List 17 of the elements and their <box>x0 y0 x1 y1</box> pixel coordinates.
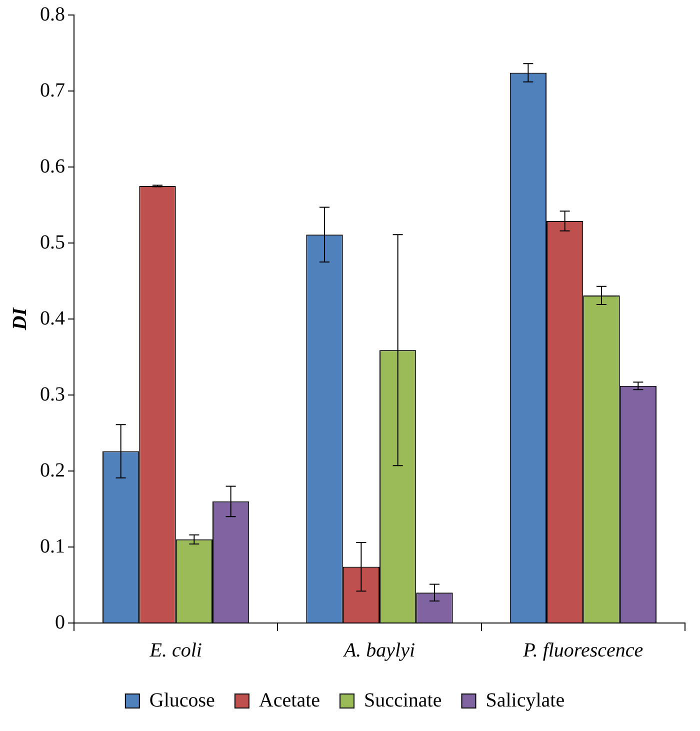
legend-label: Acetate <box>258 689 320 712</box>
y-tick-label: 0.5 <box>40 231 65 254</box>
y-axis-title: DI <box>9 306 32 332</box>
x-tick-label: E. coli <box>148 639 202 662</box>
y-tick-label: 0.1 <box>40 535 65 558</box>
y-tick-label: 0.7 <box>40 79 65 102</box>
y-tick-label: 0.4 <box>40 307 65 330</box>
y-tick-label: 0.2 <box>40 459 65 482</box>
x-tick-label: P. fluorescence <box>522 639 644 662</box>
x-tick-label: A. baylyi <box>342 639 416 662</box>
y-tick-label: 0 <box>55 611 65 634</box>
y-tick-label: 0.3 <box>40 383 65 406</box>
y-tick-label: 0.8 <box>40 3 65 26</box>
legend-label: Glucose <box>149 689 216 712</box>
legend-label: Succinate <box>364 689 442 712</box>
y-tick-label: 0.6 <box>40 155 65 178</box>
legend-label: Salicylate <box>486 689 565 712</box>
